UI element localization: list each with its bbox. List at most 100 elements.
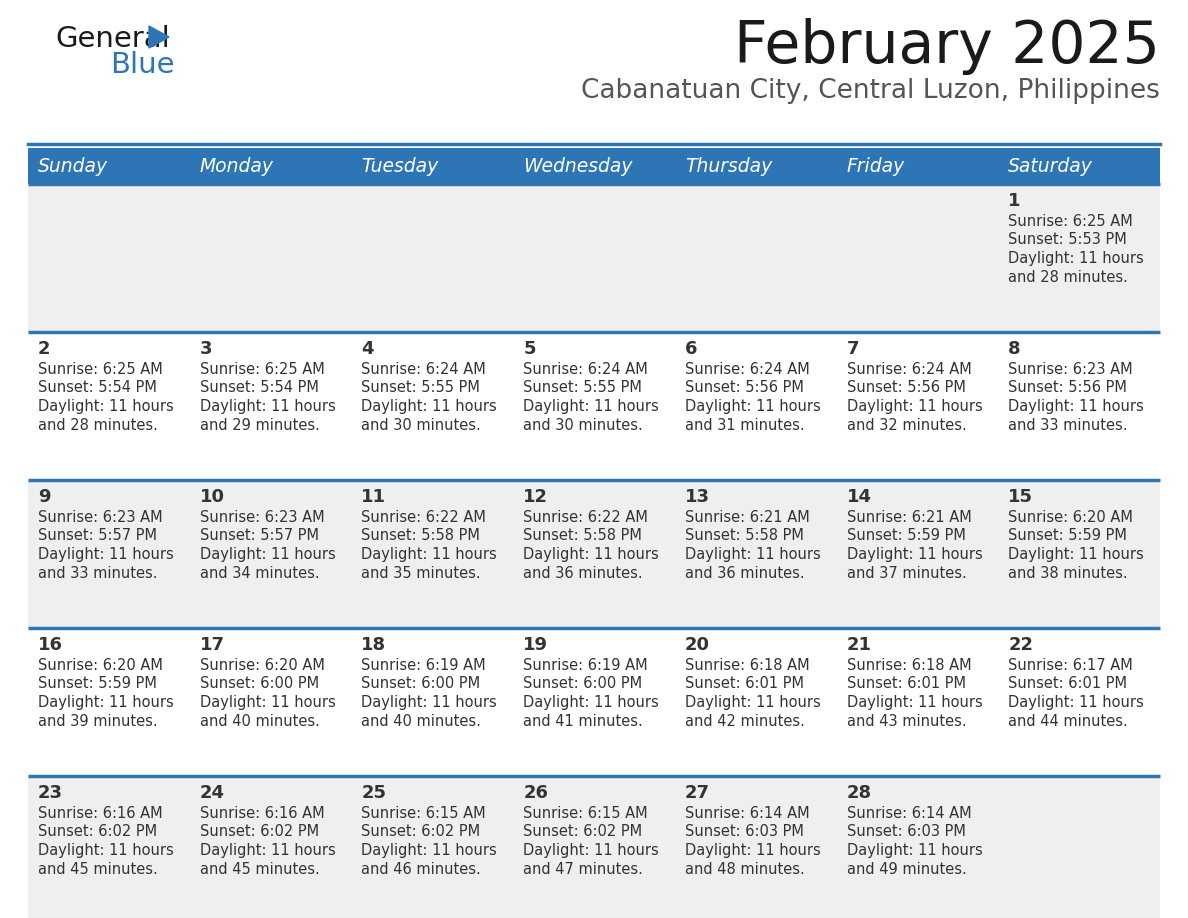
Text: Daylight: 11 hours: Daylight: 11 hours (1009, 547, 1144, 562)
Text: Daylight: 11 hours: Daylight: 11 hours (684, 399, 821, 414)
Text: Sunset: 5:56 PM: Sunset: 5:56 PM (1009, 380, 1127, 396)
Text: 14: 14 (847, 488, 872, 506)
Text: Sunrise: 6:25 AM: Sunrise: 6:25 AM (200, 362, 324, 377)
Bar (513, 148, 675, 184)
Text: Sunrise: 6:24 AM: Sunrise: 6:24 AM (361, 362, 486, 377)
Text: Sunset: 5:58 PM: Sunset: 5:58 PM (361, 529, 480, 543)
Text: Daylight: 11 hours: Daylight: 11 hours (200, 399, 335, 414)
Text: Sunrise: 6:22 AM: Sunrise: 6:22 AM (523, 510, 647, 525)
Text: Daylight: 11 hours: Daylight: 11 hours (684, 547, 821, 562)
Text: Sunset: 6:02 PM: Sunset: 6:02 PM (361, 824, 481, 839)
Text: and 33 minutes.: and 33 minutes. (38, 565, 158, 580)
Text: Sunrise: 6:20 AM: Sunrise: 6:20 AM (1009, 510, 1133, 525)
Text: Sunrise: 6:20 AM: Sunrise: 6:20 AM (38, 658, 163, 673)
Text: Sunset: 6:03 PM: Sunset: 6:03 PM (847, 824, 966, 839)
Text: Daylight: 11 hours: Daylight: 11 hours (38, 399, 173, 414)
Text: and 45 minutes.: and 45 minutes. (38, 861, 158, 877)
Text: 21: 21 (847, 636, 872, 654)
Text: Sunset: 6:00 PM: Sunset: 6:00 PM (361, 677, 481, 691)
Text: Daylight: 11 hours: Daylight: 11 hours (847, 695, 982, 710)
Text: Sunrise: 6:15 AM: Sunrise: 6:15 AM (523, 806, 647, 821)
Bar (836, 148, 998, 184)
Text: Sunset: 6:02 PM: Sunset: 6:02 PM (200, 824, 318, 839)
Text: 12: 12 (523, 488, 548, 506)
Text: Sunrise: 6:24 AM: Sunrise: 6:24 AM (523, 362, 647, 377)
Text: Sunrise: 6:16 AM: Sunrise: 6:16 AM (200, 806, 324, 821)
Text: Sunrise: 6:18 AM: Sunrise: 6:18 AM (684, 658, 809, 673)
Text: 19: 19 (523, 636, 548, 654)
Text: Sunset: 6:02 PM: Sunset: 6:02 PM (523, 824, 643, 839)
Text: 4: 4 (361, 340, 374, 358)
Text: 16: 16 (38, 636, 63, 654)
Bar (29, 776, 1159, 918)
Text: 15: 15 (1009, 488, 1034, 506)
Text: 8: 8 (1009, 340, 1020, 358)
Text: and 29 minutes.: and 29 minutes. (200, 418, 320, 432)
Text: Daylight: 11 hours: Daylight: 11 hours (361, 399, 498, 414)
Text: Daylight: 11 hours: Daylight: 11 hours (684, 695, 821, 710)
Text: Daylight: 11 hours: Daylight: 11 hours (684, 843, 821, 858)
Text: Sunset: 6:01 PM: Sunset: 6:01 PM (684, 677, 804, 691)
Text: Sunset: 5:54 PM: Sunset: 5:54 PM (200, 380, 318, 396)
Text: and 31 minutes.: and 31 minutes. (684, 418, 804, 432)
Bar (29, 148, 190, 184)
Text: General: General (55, 25, 170, 53)
Text: Sunset: 5:59 PM: Sunset: 5:59 PM (38, 677, 157, 691)
Text: Sunrise: 6:21 AM: Sunrise: 6:21 AM (847, 510, 972, 525)
Text: 18: 18 (361, 636, 386, 654)
Bar (190, 148, 352, 184)
Text: Daylight: 11 hours: Daylight: 11 hours (523, 547, 659, 562)
Text: Sunrise: 6:22 AM: Sunrise: 6:22 AM (361, 510, 486, 525)
Text: Daylight: 11 hours: Daylight: 11 hours (523, 843, 659, 858)
Text: Sunrise: 6:14 AM: Sunrise: 6:14 AM (847, 806, 972, 821)
Text: Sunset: 5:56 PM: Sunset: 5:56 PM (684, 380, 804, 396)
Text: Daylight: 11 hours: Daylight: 11 hours (38, 695, 173, 710)
Text: 2: 2 (38, 340, 51, 358)
Text: Sunset: 5:55 PM: Sunset: 5:55 PM (523, 380, 642, 396)
Text: Sunset: 6:00 PM: Sunset: 6:00 PM (523, 677, 643, 691)
Text: 13: 13 (684, 488, 710, 506)
Text: Sunrise: 6:23 AM: Sunrise: 6:23 AM (200, 510, 324, 525)
Text: 26: 26 (523, 784, 548, 802)
Bar (675, 148, 836, 184)
Text: and 42 minutes.: and 42 minutes. (684, 713, 804, 729)
Text: and 45 minutes.: and 45 minutes. (200, 861, 320, 877)
Text: 3: 3 (200, 340, 213, 358)
Text: 28: 28 (847, 784, 872, 802)
Text: 22: 22 (1009, 636, 1034, 654)
Bar (352, 148, 513, 184)
Text: 7: 7 (847, 340, 859, 358)
Text: Sunset: 6:03 PM: Sunset: 6:03 PM (684, 824, 804, 839)
Text: Monday: Monday (200, 158, 273, 176)
Text: and 41 minutes.: and 41 minutes. (523, 713, 643, 729)
Text: Daylight: 11 hours: Daylight: 11 hours (523, 695, 659, 710)
Text: Sunrise: 6:14 AM: Sunrise: 6:14 AM (684, 806, 809, 821)
Text: and 37 minutes.: and 37 minutes. (847, 565, 966, 580)
Text: and 43 minutes.: and 43 minutes. (847, 713, 966, 729)
Text: and 35 minutes.: and 35 minutes. (361, 565, 481, 580)
Text: Sunset: 5:56 PM: Sunset: 5:56 PM (847, 380, 966, 396)
Text: 17: 17 (200, 636, 225, 654)
Text: Sunrise: 6:23 AM: Sunrise: 6:23 AM (38, 510, 163, 525)
Text: Sunset: 5:53 PM: Sunset: 5:53 PM (1009, 232, 1127, 248)
Text: 1: 1 (1009, 192, 1020, 210)
Text: Sunset: 5:59 PM: Sunset: 5:59 PM (847, 529, 966, 543)
Text: Sunrise: 6:20 AM: Sunrise: 6:20 AM (200, 658, 324, 673)
Text: 11: 11 (361, 488, 386, 506)
Text: Sunset: 6:02 PM: Sunset: 6:02 PM (38, 824, 157, 839)
Text: and 30 minutes.: and 30 minutes. (523, 418, 643, 432)
Text: and 28 minutes.: and 28 minutes. (1009, 270, 1129, 285)
Text: Daylight: 11 hours: Daylight: 11 hours (1009, 251, 1144, 266)
Text: and 34 minutes.: and 34 minutes. (200, 565, 320, 580)
Text: Thursday: Thursday (684, 158, 772, 176)
Text: and 46 minutes.: and 46 minutes. (361, 861, 481, 877)
Text: Sunset: 6:00 PM: Sunset: 6:00 PM (200, 677, 318, 691)
Text: and 49 minutes.: and 49 minutes. (847, 861, 966, 877)
Text: Daylight: 11 hours: Daylight: 11 hours (361, 843, 498, 858)
Text: Daylight: 11 hours: Daylight: 11 hours (847, 843, 982, 858)
Text: Sunrise: 6:16 AM: Sunrise: 6:16 AM (38, 806, 163, 821)
Text: and 36 minutes.: and 36 minutes. (684, 565, 804, 580)
Text: Sunrise: 6:17 AM: Sunrise: 6:17 AM (1009, 658, 1133, 673)
Text: Sunrise: 6:18 AM: Sunrise: 6:18 AM (847, 658, 972, 673)
Text: Sunset: 5:57 PM: Sunset: 5:57 PM (200, 529, 318, 543)
